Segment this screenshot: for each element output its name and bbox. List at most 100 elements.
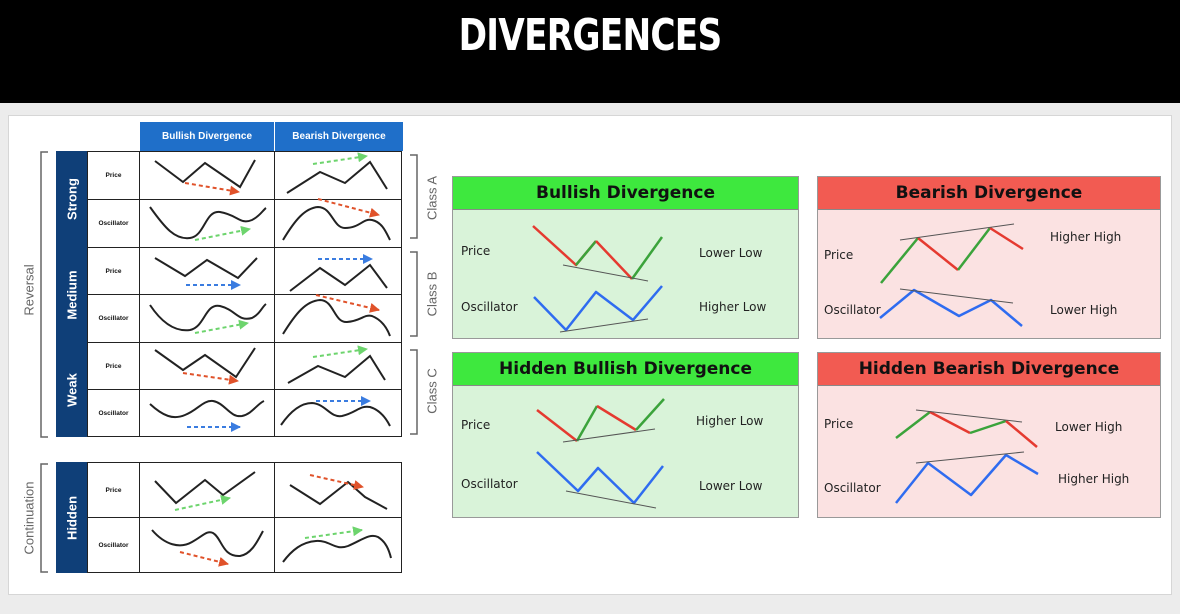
bearish-price-2 (917, 237, 959, 271)
hidden-bear-osc-line (895, 453, 1039, 504)
medium-bear-price-line (289, 263, 388, 292)
strong-bull-osc-line (149, 206, 267, 240)
hidden-bull-price-1 (536, 409, 578, 442)
strength-medium: Medium (56, 247, 87, 342)
hidden-bear-price-3 (969, 419, 1007, 435)
bearish-price-1 (880, 237, 919, 284)
hidden-bull-price-4 (635, 398, 665, 431)
hidden-bull-price-3 (596, 404, 637, 432)
strong-bear-osc-line (282, 205, 391, 241)
panel-hidden-bullish-osc-label: Oscillator (461, 477, 518, 491)
hidden-bear-price-line (289, 480, 388, 510)
panel-hidden-bullish-price-note: Higher Low (696, 414, 764, 428)
row-label-cell (87, 342, 140, 390)
bullish-price-green2 (630, 236, 664, 280)
weak-bear-osc-line (280, 401, 391, 427)
panel-bullish-price-note: Lower Low (699, 246, 763, 260)
row-label-cell (87, 462, 140, 518)
medium-bear-osc-line (282, 298, 391, 337)
hidden-bear-price-trend (915, 409, 1023, 423)
row-label-price: Price (105, 486, 122, 494)
row-label-cell (87, 517, 140, 573)
panel-hidden-bullish-price-label: Price (461, 418, 491, 432)
panel-bearish-osc-note: Lower High (1050, 303, 1118, 317)
panel-hidden-bullish: Hidden Bullish Divergence Price Oscillat… (452, 352, 799, 518)
cell-weak-bull-price (139, 342, 275, 390)
medium-bull-osc-arrow (194, 319, 249, 334)
strength-hidden: Hidden (56, 462, 87, 573)
class-c-bracket (410, 349, 418, 435)
panel-bearish-price-label: Price (824, 248, 854, 262)
cell-strong-bull-price (139, 151, 275, 200)
panel-hidden-bearish-osc-note: Higher High (1058, 472, 1130, 486)
panel-bearish: Bearish Divergence Price Oscillator High… (817, 176, 1161, 339)
page-title: DIVERGENCES (458, 10, 723, 61)
class-a-bracket (410, 154, 418, 239)
weak-bear-price-line (287, 354, 386, 384)
panel-hidden-bullish-title: Hidden Bullish Divergence (453, 353, 798, 386)
panel-bearish-title: Bearish Divergence (818, 177, 1160, 210)
hidden-bull-osc-arrow (179, 551, 229, 567)
panel-hidden-bearish-price-label: Price (824, 417, 854, 431)
bullish-price-red (532, 225, 597, 267)
cell-hidden-bull-price (139, 462, 275, 518)
row-label-cell (87, 294, 140, 343)
row-label-oscillator: Oscillator (98, 409, 129, 417)
bearish-osc-line (879, 288, 1023, 327)
hidden-bear-price-arrow (309, 474, 364, 490)
title-bar: DIVERGENCES (0, 0, 1180, 103)
weak-bull-osc-line (149, 399, 265, 419)
hidden-bull-osc-trend (565, 490, 657, 509)
weak-bear-price-arrow (312, 345, 368, 358)
hidden-bear-price-2 (929, 410, 971, 435)
weak-bull-price-line (154, 347, 256, 379)
panel-bullish: Bullish Divergence Price Oscillator Lowe… (452, 176, 799, 339)
bearish-price-3 (957, 227, 991, 271)
weak-bull-price-arrow (182, 372, 239, 385)
strong-bear-osc-arrow (317, 198, 380, 218)
hidden-bear-osc-trend (915, 451, 1025, 464)
cell-hidden-bull-osc (139, 517, 275, 573)
bearish-price-trend (899, 223, 1015, 241)
bullish-price-red2 (595, 240, 633, 280)
row-label-oscillator: Oscillator (98, 541, 129, 549)
strong-bear-price-line (286, 160, 388, 194)
strength-weak: Weak (56, 342, 87, 437)
hidden-bear-osc-arrow (304, 526, 363, 539)
panel-bearish-price-note: Higher High (1050, 230, 1122, 244)
panel-bullish-osc-note: Higher Low (699, 300, 767, 314)
hidden-bear-price-1 (895, 411, 931, 439)
row-label-cell (87, 389, 140, 437)
row-label-cell (87, 199, 140, 248)
row-label-cell (87, 151, 140, 200)
strong-bull-price-line (154, 159, 256, 189)
cell-hidden-bear-osc (274, 517, 402, 573)
panel-bearish-osc-label: Oscillator (824, 303, 881, 317)
hidden-bull-price-2 (575, 405, 599, 442)
hidden-bull-osc-line (151, 529, 264, 558)
bearish-price-4 (989, 226, 1024, 251)
bullish-price-green (575, 240, 597, 266)
row-label-oscillator: Oscillator (98, 220, 129, 227)
row-label-oscillator: Oscillator (98, 315, 129, 322)
hidden-bull-osc-line (536, 451, 664, 505)
strength-strong: Strong (56, 151, 87, 247)
hidden-bear-osc-line (282, 534, 392, 563)
row-label-price: Price (105, 362, 122, 370)
panel-bullish-title: Bullish Divergence (453, 177, 798, 210)
hidden-bull-price-trend (562, 428, 656, 443)
medium-bull-price-line (154, 257, 258, 280)
panel-bullish-osc-label: Oscillator (461, 300, 518, 314)
strong-bull-price-arrow (184, 182, 240, 196)
class-b-bracket (410, 251, 418, 337)
hidden-bear-price-4 (1005, 420, 1038, 448)
row-label-price: Price (105, 172, 122, 179)
header-bullish: Bullish Divergence (140, 122, 274, 151)
panel-hidden-bearish-price-note: Lower High (1055, 420, 1123, 434)
bearish-osc-trend (899, 288, 1014, 304)
header-bearish: Bearish Divergence (274, 122, 403, 151)
continuation-bracket (40, 463, 48, 573)
bullish-price-trend (562, 264, 649, 282)
